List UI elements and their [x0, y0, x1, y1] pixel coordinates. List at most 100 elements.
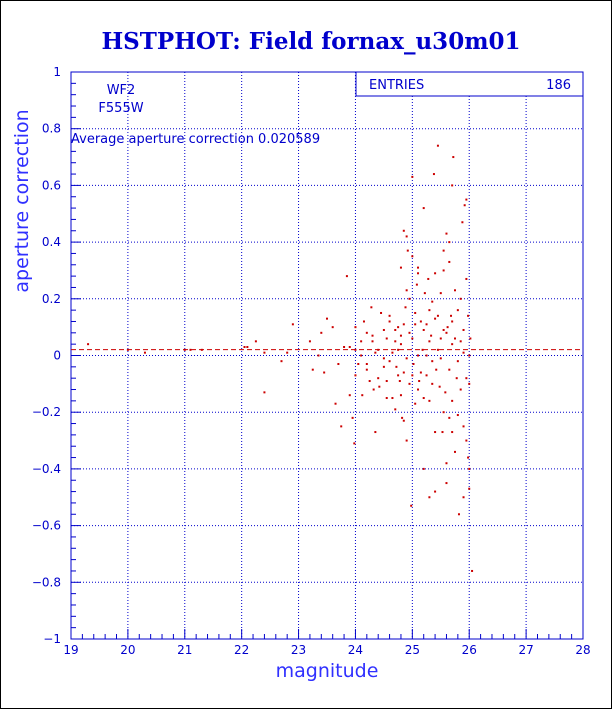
data-point	[368, 380, 371, 383]
data-point	[399, 343, 402, 346]
data-point	[370, 306, 373, 309]
data-point	[353, 442, 356, 445]
data-point	[357, 363, 360, 366]
data-point	[422, 328, 425, 331]
data-point	[401, 416, 404, 419]
data-point	[451, 399, 454, 402]
data-point	[326, 317, 328, 320]
data-point	[311, 368, 314, 371]
data-point	[445, 482, 448, 485]
data-point	[337, 363, 340, 366]
y-tick-label: −0.2	[32, 405, 61, 419]
data-point	[408, 297, 411, 300]
data-point	[378, 385, 381, 388]
data-point	[430, 334, 433, 337]
stats-entries-label: ENTRIES	[369, 78, 424, 93]
data-point	[87, 343, 90, 346]
data-point	[455, 377, 458, 380]
data-point	[399, 334, 402, 337]
data-point	[377, 377, 380, 380]
data-point	[360, 354, 363, 357]
data-point	[397, 374, 400, 377]
data-point	[442, 269, 445, 272]
data-point	[451, 343, 454, 346]
data-point	[436, 144, 439, 147]
data-point	[456, 309, 459, 312]
data-point	[454, 450, 456, 453]
data-point	[441, 431, 444, 434]
data-point	[323, 371, 326, 374]
data-point	[320, 331, 323, 334]
y-tick-label: 0	[53, 349, 61, 363]
data-point	[246, 345, 249, 348]
data-point	[414, 402, 417, 405]
data-point	[340, 425, 343, 428]
data-point	[402, 323, 405, 326]
x-tick-label: 25	[405, 643, 420, 657]
data-point	[451, 184, 454, 187]
data-point	[456, 414, 459, 417]
y-tick-label: −1	[43, 632, 61, 646]
data-point	[462, 328, 465, 331]
data-point	[399, 266, 402, 269]
data-point	[243, 345, 246, 348]
data-point	[143, 351, 146, 354]
data-point	[421, 348, 424, 351]
data-point	[354, 348, 357, 351]
camera-annotation: WF2	[107, 83, 136, 98]
data-point	[436, 348, 439, 351]
data-point	[406, 249, 409, 252]
data-point	[459, 297, 462, 300]
data-point	[462, 496, 465, 499]
data-point	[398, 380, 401, 383]
data-point	[385, 397, 388, 400]
x-tick-label: 23	[291, 643, 306, 657]
data-point	[291, 323, 294, 326]
data-point	[388, 320, 391, 323]
data-point	[438, 385, 441, 388]
data-point	[412, 363, 415, 366]
data-point	[317, 354, 320, 357]
stats-box	[355, 71, 584, 97]
data-point	[286, 351, 289, 354]
data-point	[425, 374, 428, 377]
y-tick-label: 0.8	[42, 122, 61, 136]
data-point	[422, 467, 425, 470]
x-tick-label: 24	[348, 643, 363, 657]
data-point	[428, 496, 431, 499]
data-point	[308, 340, 311, 343]
data-point	[382, 357, 385, 360]
data-point	[410, 504, 413, 507]
data-point	[404, 306, 407, 309]
data-point	[432, 173, 435, 176]
data-point	[462, 351, 465, 354]
data-point	[442, 411, 445, 414]
data-point	[423, 292, 426, 295]
data-point	[377, 348, 380, 351]
data-point	[468, 382, 471, 385]
data-point	[405, 357, 408, 360]
data-point	[343, 345, 346, 348]
data-point	[362, 320, 365, 323]
filter-annotation: F555W	[98, 101, 143, 116]
data-point	[450, 314, 453, 317]
data-point	[435, 368, 438, 371]
data-point	[388, 314, 391, 317]
data-point	[351, 416, 354, 419]
data-point	[448, 260, 451, 263]
data-point	[417, 266, 420, 269]
x-tick-label: 20	[120, 643, 135, 657]
y-tick-label: 1	[53, 65, 61, 79]
data-point	[462, 425, 465, 428]
data-point	[411, 374, 414, 377]
data-point	[382, 328, 385, 331]
data-point	[427, 277, 430, 280]
data-point	[365, 331, 368, 334]
x-tick-label: 27	[518, 643, 533, 657]
data-point	[442, 328, 445, 331]
data-point	[428, 309, 431, 312]
data-point	[415, 283, 418, 286]
data-point	[417, 272, 420, 275]
data-point	[399, 394, 402, 397]
